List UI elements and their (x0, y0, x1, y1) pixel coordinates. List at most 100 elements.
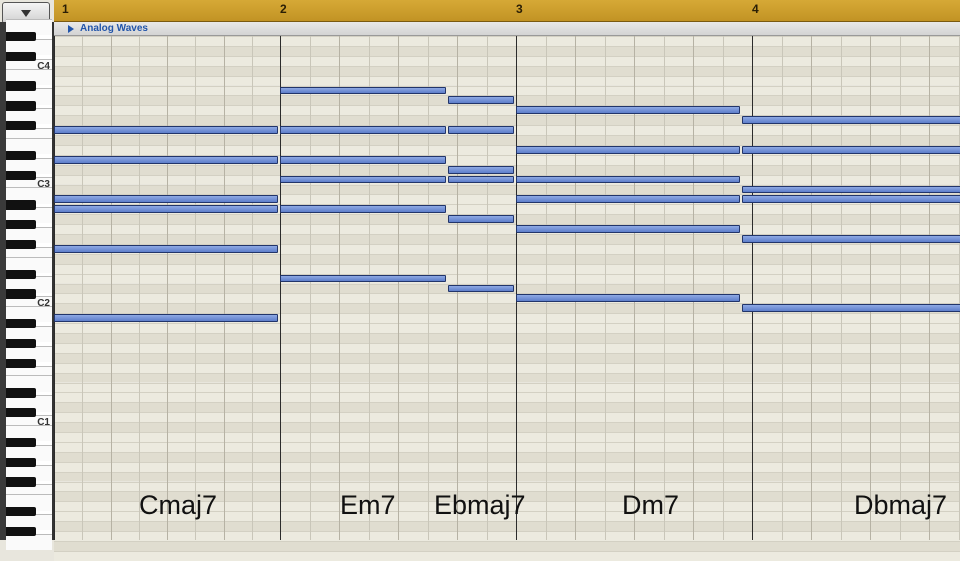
midi-note[interactable] (742, 116, 960, 124)
black-key[interactable] (6, 289, 36, 298)
black-key[interactable] (6, 339, 36, 348)
black-key[interactable] (6, 240, 36, 249)
midi-note[interactable] (742, 235, 960, 243)
bar-number: 4 (752, 2, 759, 16)
midi-note[interactable] (54, 205, 278, 213)
track-header[interactable]: Analog Waves (54, 22, 960, 36)
grid-line (811, 36, 812, 540)
black-key[interactable] (6, 171, 36, 180)
grid-line (167, 36, 168, 540)
black-key[interactable] (6, 319, 36, 328)
midi-note[interactable] (516, 146, 740, 154)
midi-note[interactable] (280, 126, 446, 134)
chevron-down-icon (21, 10, 31, 17)
midi-note[interactable] (54, 126, 278, 134)
midi-note[interactable] (280, 275, 446, 283)
timeline-ruler[interactable]: 1234 (54, 0, 960, 22)
grid-line (870, 36, 871, 540)
grid-row (54, 105, 960, 115)
octave-label: C1 (37, 417, 50, 428)
grid-row (54, 46, 960, 56)
midi-note[interactable] (448, 285, 514, 293)
midi-note[interactable] (742, 195, 960, 203)
black-key[interactable] (6, 121, 36, 130)
midi-note[interactable] (280, 176, 446, 184)
chord-label: Ebmaj7 (434, 490, 526, 521)
black-key[interactable] (6, 220, 36, 229)
grid-row (54, 551, 960, 561)
midi-note[interactable] (280, 87, 446, 95)
black-key[interactable] (6, 101, 36, 110)
black-key[interactable] (6, 270, 36, 279)
grid-row (54, 452, 960, 462)
grid-row (54, 402, 960, 412)
black-key[interactable] (6, 359, 36, 368)
midi-note[interactable] (54, 195, 278, 203)
piano-roll-grid[interactable]: Cmaj7Em7Ebmaj7Dm7Dbmaj7 (54, 36, 960, 540)
grid-line (195, 36, 196, 540)
black-key[interactable] (6, 527, 36, 536)
piano-keyboard[interactable]: C4C3C2C1 (0, 22, 54, 540)
grid-row (54, 254, 960, 264)
midi-note[interactable] (516, 294, 740, 302)
grid-line (841, 36, 842, 540)
midi-note[interactable] (516, 106, 740, 114)
grid-line (339, 36, 340, 540)
bar-line (280, 36, 281, 540)
chord-label: Cmaj7 (139, 490, 217, 521)
grid-row (54, 373, 960, 383)
grid-row (54, 472, 960, 482)
chord-label: Dm7 (622, 490, 679, 521)
midi-note[interactable] (280, 156, 446, 164)
grid-row (54, 135, 960, 145)
midi-note[interactable] (280, 205, 446, 213)
grid-row (54, 531, 960, 541)
grid-line (398, 36, 399, 540)
grid-row (54, 363, 960, 373)
grid-line (959, 36, 960, 540)
black-key[interactable] (6, 477, 36, 486)
play-icon (68, 25, 74, 33)
midi-note[interactable] (448, 126, 514, 134)
midi-note[interactable] (448, 166, 514, 174)
black-key[interactable] (6, 200, 36, 209)
midi-note[interactable] (448, 176, 514, 184)
bar-number: 1 (62, 2, 69, 16)
grid-row (54, 66, 960, 76)
midi-note[interactable] (516, 176, 740, 184)
white-key[interactable] (6, 534, 52, 550)
grid-row (54, 442, 960, 452)
midi-note[interactable] (516, 225, 740, 233)
black-key[interactable] (6, 388, 36, 397)
midi-note[interactable] (54, 314, 278, 322)
grid-row (54, 521, 960, 531)
grid-line (782, 36, 783, 540)
bar-line (54, 36, 55, 540)
grid-row (54, 264, 960, 274)
black-key[interactable] (6, 81, 36, 90)
black-key[interactable] (6, 458, 36, 467)
black-key[interactable] (6, 408, 36, 417)
grid-row (54, 432, 960, 442)
grid-row (54, 353, 960, 363)
midi-note[interactable] (742, 186, 960, 194)
bar-number: 2 (280, 2, 287, 16)
midi-note[interactable] (742, 304, 960, 312)
chord-label: Em7 (340, 490, 396, 521)
black-key[interactable] (6, 507, 36, 516)
midi-note[interactable] (448, 96, 514, 104)
grid-line (369, 36, 370, 540)
black-key[interactable] (6, 32, 36, 41)
black-key[interactable] (6, 438, 36, 447)
track-name: Analog Waves (80, 23, 148, 34)
midi-note[interactable] (54, 245, 278, 253)
midi-note[interactable] (54, 156, 278, 164)
midi-note[interactable] (742, 146, 960, 154)
midi-note[interactable] (516, 195, 740, 203)
black-key[interactable] (6, 52, 36, 61)
midi-note[interactable] (448, 215, 514, 223)
grid-row (54, 86, 960, 96)
grid-line (82, 36, 83, 540)
grid-line (900, 36, 901, 540)
black-key[interactable] (6, 151, 36, 160)
